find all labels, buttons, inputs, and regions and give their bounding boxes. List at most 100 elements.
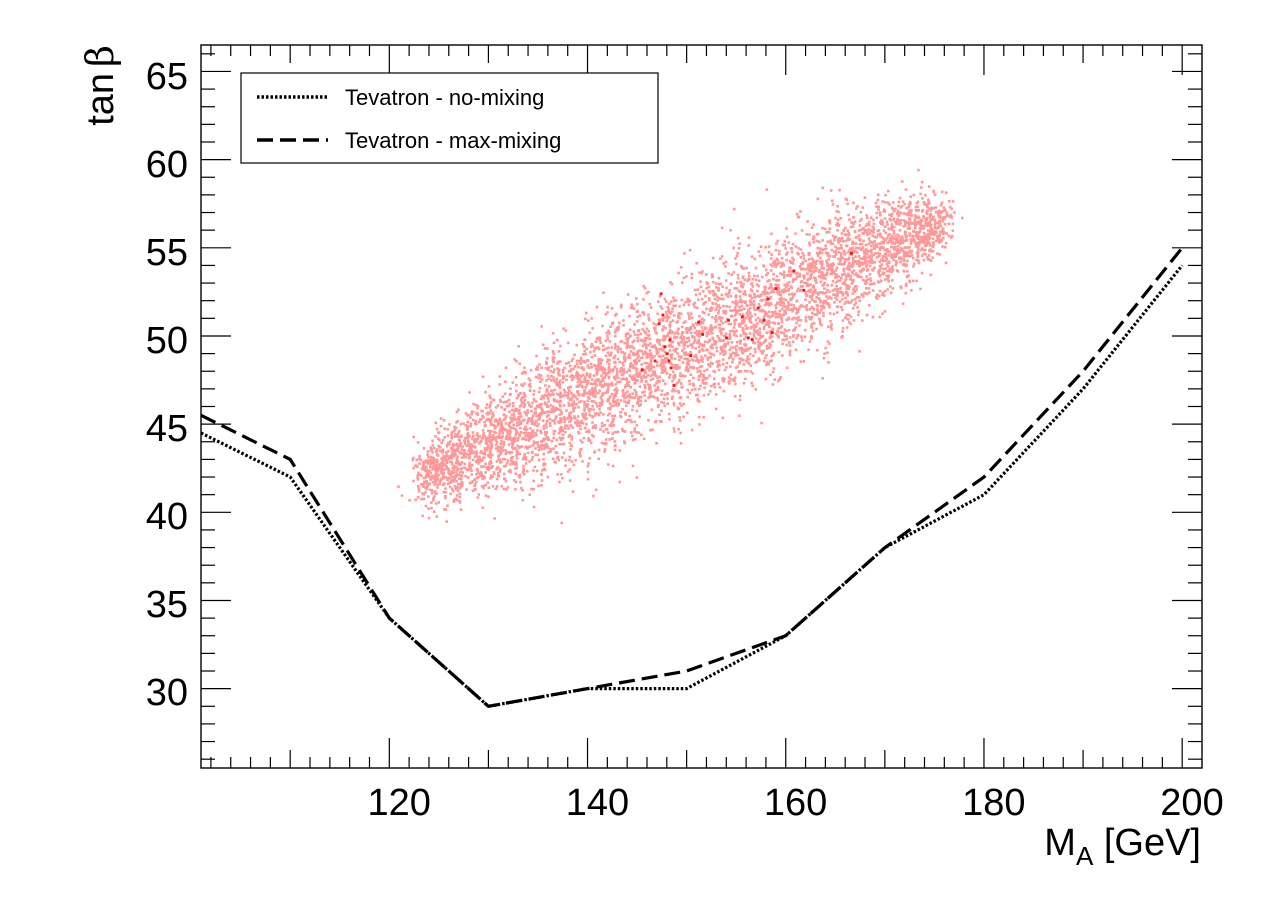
scatter-point (886, 237, 889, 240)
scatter-point (908, 279, 911, 283)
scatter-point (430, 506, 433, 510)
scatter-point (567, 361, 571, 364)
scatter-point (721, 363, 725, 366)
scatter-point (869, 279, 873, 283)
scatter-point (840, 237, 843, 241)
scatter-point (454, 497, 458, 501)
scatter-point (484, 406, 488, 410)
scatter-point (467, 414, 470, 417)
scatter-point (664, 367, 667, 370)
scatter-point (662, 401, 665, 405)
scatter-point (908, 234, 912, 238)
scatter-point (907, 246, 910, 249)
scatter-point (909, 211, 912, 214)
scatter-point (471, 489, 475, 493)
scatter-point (504, 417, 507, 420)
scatter-point (547, 451, 550, 454)
scatter-point (857, 310, 861, 313)
scatter-point (494, 439, 498, 442)
scatter-point (485, 466, 489, 470)
scatter-point (929, 226, 933, 230)
scatter-point (434, 475, 437, 479)
scatter-point (758, 309, 762, 313)
scatter-point (801, 262, 804, 266)
scatter-point (485, 419, 488, 422)
scatter-point (852, 279, 855, 282)
scatter-point (929, 209, 933, 212)
scatter-point (628, 393, 632, 396)
scatter-point (800, 280, 804, 283)
scatter-point (872, 253, 875, 257)
scatter-point (732, 271, 736, 274)
scatter-point (486, 413, 490, 416)
scatter-point (614, 334, 617, 338)
scatter-point (528, 418, 531, 421)
scatter-point (868, 291, 871, 294)
scatter-point (517, 394, 520, 398)
scatter-point (795, 212, 799, 216)
scatter-point (529, 368, 533, 372)
scatter-point (937, 212, 940, 215)
scatter-point (649, 306, 653, 309)
scatter-point (633, 396, 637, 400)
scatter-point (735, 340, 739, 344)
scatter-point (532, 389, 536, 393)
scatter-point (561, 381, 565, 384)
scatter-point (562, 388, 566, 392)
scatter-point (762, 359, 766, 363)
scatter-point (774, 332, 778, 335)
scatter-point (416, 478, 420, 481)
scatter-point (841, 308, 844, 312)
scatter-point (668, 376, 671, 379)
scatter-point (605, 383, 609, 387)
scatter-point (566, 394, 570, 397)
scatter-point (819, 256, 822, 260)
scatter-point (736, 236, 740, 240)
scatter-point (762, 349, 765, 353)
scatter-point (877, 208, 880, 211)
scatter-point (651, 377, 655, 380)
scatter-point (560, 393, 563, 397)
scatter-point (770, 232, 773, 236)
scatter-point (872, 229, 875, 232)
scatter-point (544, 384, 547, 387)
scatter-point (811, 311, 814, 315)
scatter-point (814, 300, 817, 303)
scatter-point (645, 353, 648, 356)
scatter-point (498, 450, 502, 453)
scatter-point (515, 431, 519, 435)
scatter-point (898, 242, 902, 246)
scatter-point (660, 409, 663, 413)
scatter-point (865, 265, 868, 268)
scatter-point (808, 270, 812, 273)
scatter-point (913, 219, 917, 222)
scatter-point (585, 422, 588, 426)
scatter-point (693, 288, 697, 292)
scatter-point (453, 428, 457, 431)
scatter-point (844, 296, 847, 300)
scatter-point (628, 374, 632, 377)
scatter-point (787, 316, 790, 320)
scatter-point (727, 272, 730, 275)
scatter-point (843, 233, 847, 236)
scatter-point (590, 317, 593, 320)
scatter-point (717, 382, 720, 386)
scatter-point (588, 393, 592, 396)
scatter-point (679, 396, 683, 399)
scatter-point (438, 463, 441, 466)
scatter-point (669, 340, 673, 344)
scatter-point (733, 301, 737, 305)
scatter-point (782, 270, 786, 274)
scatter-point (733, 323, 737, 326)
scatter-point (634, 366, 637, 370)
scatter-point (779, 265, 783, 268)
scatter-point (670, 282, 674, 286)
scatter-point (592, 374, 596, 377)
scatter-point (720, 226, 724, 230)
scatter-point (751, 384, 754, 388)
scatter-point (458, 495, 462, 499)
scatter-point (740, 266, 744, 269)
scatter-point (484, 483, 488, 487)
scatter-point (566, 424, 569, 428)
scatter-point (639, 332, 643, 336)
